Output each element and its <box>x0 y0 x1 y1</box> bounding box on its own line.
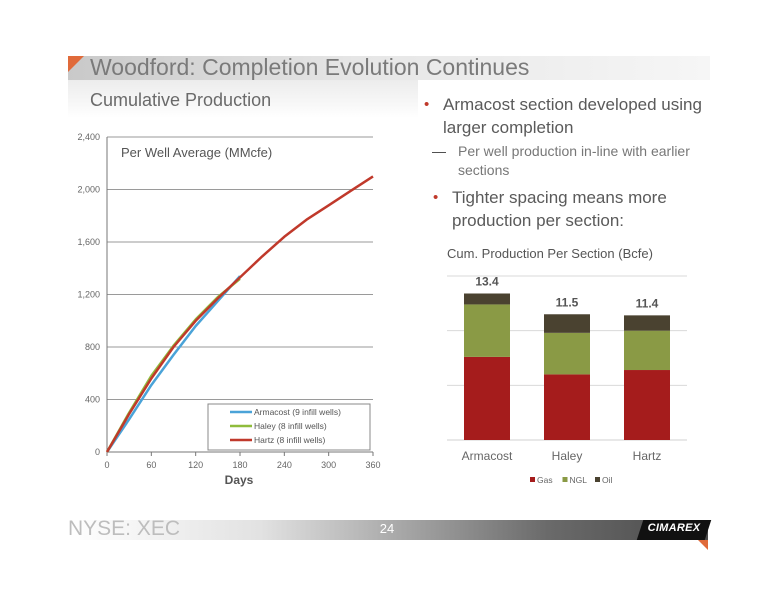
x-axis-label: Days <box>225 473 254 487</box>
series-line-armacost <box>105 275 241 453</box>
footer-ticker: NYSE: XEC <box>68 517 181 540</box>
legend-label: Hartz (8 infill wells) <box>254 435 325 445</box>
y-tick-label: 1,200 <box>77 290 100 300</box>
logo-accent-triangle <box>698 540 708 550</box>
bar-segment-ngl <box>464 304 510 357</box>
sub-bullet-marker: — <box>432 143 446 159</box>
y-tick-label: 1,600 <box>77 237 100 247</box>
bar-chart-title: Cum. Production Per Section (Bcfe) <box>447 246 653 261</box>
subtitle-band <box>68 80 418 118</box>
x-tick-label: 240 <box>277 460 292 470</box>
x-tick-label: 180 <box>232 460 247 470</box>
x-tick-label: 60 <box>146 460 156 470</box>
company-logo-text: CIMAREX <box>647 522 701 534</box>
footer-band <box>68 520 708 540</box>
bar-segment-ngl <box>544 332 590 375</box>
x-tick-label: 360 <box>365 460 380 470</box>
bar-legend-swatch <box>562 477 568 482</box>
series-line-haley <box>105 277 241 453</box>
sub-bullet-text: Per well production in-line with earlier… <box>458 143 690 178</box>
bar-total-label: 11.4 <box>636 296 659 310</box>
slide-title: Woodford: Completion Evolution Continues <box>90 54 530 80</box>
bullet-marker: • <box>424 96 430 113</box>
bullet-2-text: Tighter spacing means more production pe… <box>452 188 667 230</box>
bar-segment-gas <box>544 374 590 440</box>
title-accent-triangle <box>68 56 84 72</box>
slide-subtitle: Cumulative Production <box>90 90 272 110</box>
bullet-2: • Tighter spacing means more production … <box>433 186 712 232</box>
bullet-1: • Armacost section developed using large… <box>424 93 713 139</box>
bar-segment-oil <box>544 314 590 333</box>
page-number: 24 <box>379 521 395 536</box>
line-chart-legend <box>207 403 371 451</box>
bar-category-label: Haley <box>552 449 583 463</box>
bar-legend-label: Gas <box>537 475 553 485</box>
bar-segment-ngl <box>624 330 670 371</box>
bar-category-label: Hartz <box>633 449 662 463</box>
bar-legend-label: NGL <box>570 475 588 485</box>
bar-legend-label: Oil <box>602 475 613 485</box>
y-tick-label: 0 <box>95 447 100 457</box>
y-tick-label: 2,000 <box>77 185 100 195</box>
x-tick-label: 0 <box>104 460 109 470</box>
bar-segment-oil <box>464 293 510 305</box>
legend-label: Armacost (9 infill wells) <box>254 407 341 417</box>
y-tick-label: 800 <box>85 342 100 352</box>
legend-label: Haley (8 infill wells) <box>254 421 327 431</box>
bar-legend-swatch <box>595 477 600 482</box>
series-line-hartz <box>105 175 374 453</box>
y-tick-label: 2,400 <box>77 132 100 142</box>
x-tick-label: 120 <box>188 460 203 470</box>
bar-segment-gas <box>624 370 670 440</box>
bar-legend-swatch <box>530 477 535 482</box>
y-tick-label: 400 <box>85 395 100 405</box>
title-band <box>68 56 710 80</box>
bullet-marker: • <box>433 189 439 206</box>
sub-bullet: — Per well production in-line with earli… <box>432 142 708 180</box>
bar-category-label: Armacost <box>462 449 513 463</box>
bullet-1-text: Armacost section developed using larger … <box>443 95 702 137</box>
x-tick-label: 300 <box>321 460 336 470</box>
bar-total-label: 13.4 <box>475 274 499 288</box>
bar-total-label: 11.5 <box>556 295 579 309</box>
bar-segment-gas <box>464 356 510 440</box>
bar-segment-oil <box>624 315 670 331</box>
line-chart-title: Per Well Average (MMcfe) <box>121 145 272 160</box>
